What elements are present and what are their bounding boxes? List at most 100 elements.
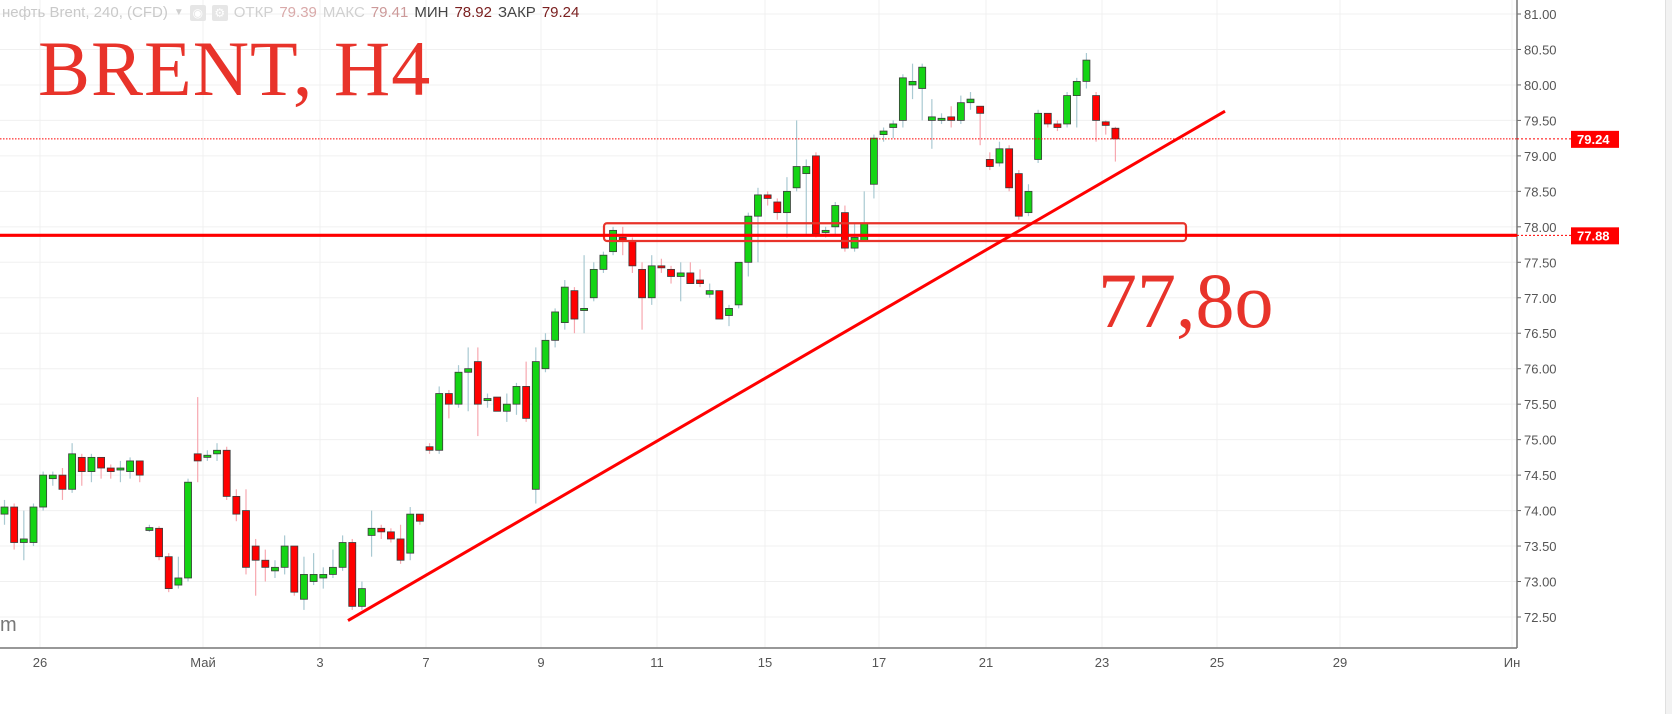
caret-down-icon[interactable]: ▼ <box>173 7 184 18</box>
candle <box>783 177 791 238</box>
candle-body <box>531 361 540 490</box>
candle <box>222 446 231 500</box>
y-tick-label: 81.00 <box>1524 7 1557 22</box>
y-tick-label: 80.50 <box>1524 42 1557 57</box>
candle <box>1101 120 1110 135</box>
candle <box>1053 120 1062 132</box>
candle <box>135 460 144 483</box>
candle-body <box>976 105 985 114</box>
x-tick-label: 17 <box>872 655 886 670</box>
candle <box>715 290 724 320</box>
candle-body <box>638 268 646 299</box>
candle <box>1092 92 1100 142</box>
candle <box>792 120 801 192</box>
y-tick-label: 73.00 <box>1524 575 1557 590</box>
candle-body <box>406 513 415 554</box>
candle-body <box>918 66 927 89</box>
candle-body <box>174 577 183 586</box>
candle-body <box>744 215 753 263</box>
candle-body <box>106 467 115 472</box>
candle-body <box>676 272 685 277</box>
candle-body <box>599 254 608 270</box>
candle <box>763 191 772 206</box>
y-tick-label: 75.50 <box>1524 397 1557 412</box>
candle-body <box>512 386 521 405</box>
candle-body <box>126 460 134 472</box>
candle <box>812 152 820 238</box>
gear-icon[interactable]: ⚙ <box>211 5 228 21</box>
candle-body <box>560 286 569 323</box>
symbol-title[interactable]: нефть Brent, 240, (CFD) <box>2 4 168 21</box>
eye-icon[interactable]: ◉ <box>189 5 206 21</box>
candle-body <box>396 538 405 561</box>
candle <box>164 553 173 593</box>
candle <box>860 191 869 242</box>
candle <box>1005 145 1014 192</box>
low-label: МИН <box>414 4 449 21</box>
candle <box>889 120 898 139</box>
y-tick-label: 75.00 <box>1524 433 1557 448</box>
open-label: ОТКР <box>233 4 274 21</box>
trend-line <box>347 109 1226 622</box>
last-price-badge-bg <box>1571 130 1619 148</box>
close-label: ЗАКР <box>498 4 536 21</box>
x-tick-label: Ин <box>1504 655 1521 670</box>
candle-body <box>251 545 260 561</box>
candle-body <box>831 205 840 228</box>
y-tick-label: 73.50 <box>1524 539 1557 554</box>
candle-body <box>319 574 328 579</box>
candle-body <box>725 308 733 316</box>
last-price-badge: 79.24 <box>1517 130 1619 148</box>
x-tick-label: Май <box>190 655 215 670</box>
candle-body <box>145 527 154 531</box>
candle-body <box>763 194 772 199</box>
candle-body <box>1111 127 1120 140</box>
y-tick-label: 77.00 <box>1524 291 1557 306</box>
candle <box>87 453 96 483</box>
candle-body <box>589 268 598 299</box>
candle-body <box>734 261 743 306</box>
candle-body <box>773 201 782 214</box>
candle-body <box>367 527 376 536</box>
close-value: 79.24 <box>541 4 580 21</box>
candle <box>493 396 502 412</box>
candle <box>213 443 221 461</box>
candle-body <box>647 265 656 299</box>
candle-body <box>29 506 38 543</box>
candle-body <box>966 98 975 104</box>
y-tick-label: 79.50 <box>1524 113 1557 128</box>
y-tick-label: 76.00 <box>1524 362 1557 377</box>
candle-body <box>696 279 704 284</box>
candle <box>251 538 260 596</box>
level-price-badge-bg <box>1571 227 1619 245</box>
candle <box>425 443 434 454</box>
x-tick-label: 29 <box>1333 655 1347 670</box>
candle <box>1072 77 1081 128</box>
candle <box>0 499 9 525</box>
candle-body <box>473 361 482 405</box>
candle-body <box>947 116 956 121</box>
open-value: 79.39 <box>279 4 317 21</box>
y-tick-label: 74.50 <box>1524 468 1557 483</box>
candle <box>290 545 299 596</box>
candle <box>1111 126 1120 162</box>
candle-body <box>802 166 811 175</box>
candle <box>580 255 588 334</box>
candle <box>947 106 956 128</box>
candle <box>338 535 347 571</box>
candle <box>126 457 134 479</box>
candle-body <box>1014 173 1023 217</box>
candle-body <box>39 474 48 508</box>
candle <box>396 524 405 564</box>
candle <box>174 556 183 589</box>
candle <box>280 535 289 575</box>
candle-body <box>309 574 318 582</box>
scrollbar[interactable] <box>1665 0 1672 714</box>
candle-body <box>242 510 250 568</box>
candle <box>319 567 328 589</box>
candle <box>705 283 714 298</box>
candle <box>232 489 241 522</box>
candle-body <box>580 308 588 311</box>
level-annotation: 77,8o <box>1098 257 1274 344</box>
